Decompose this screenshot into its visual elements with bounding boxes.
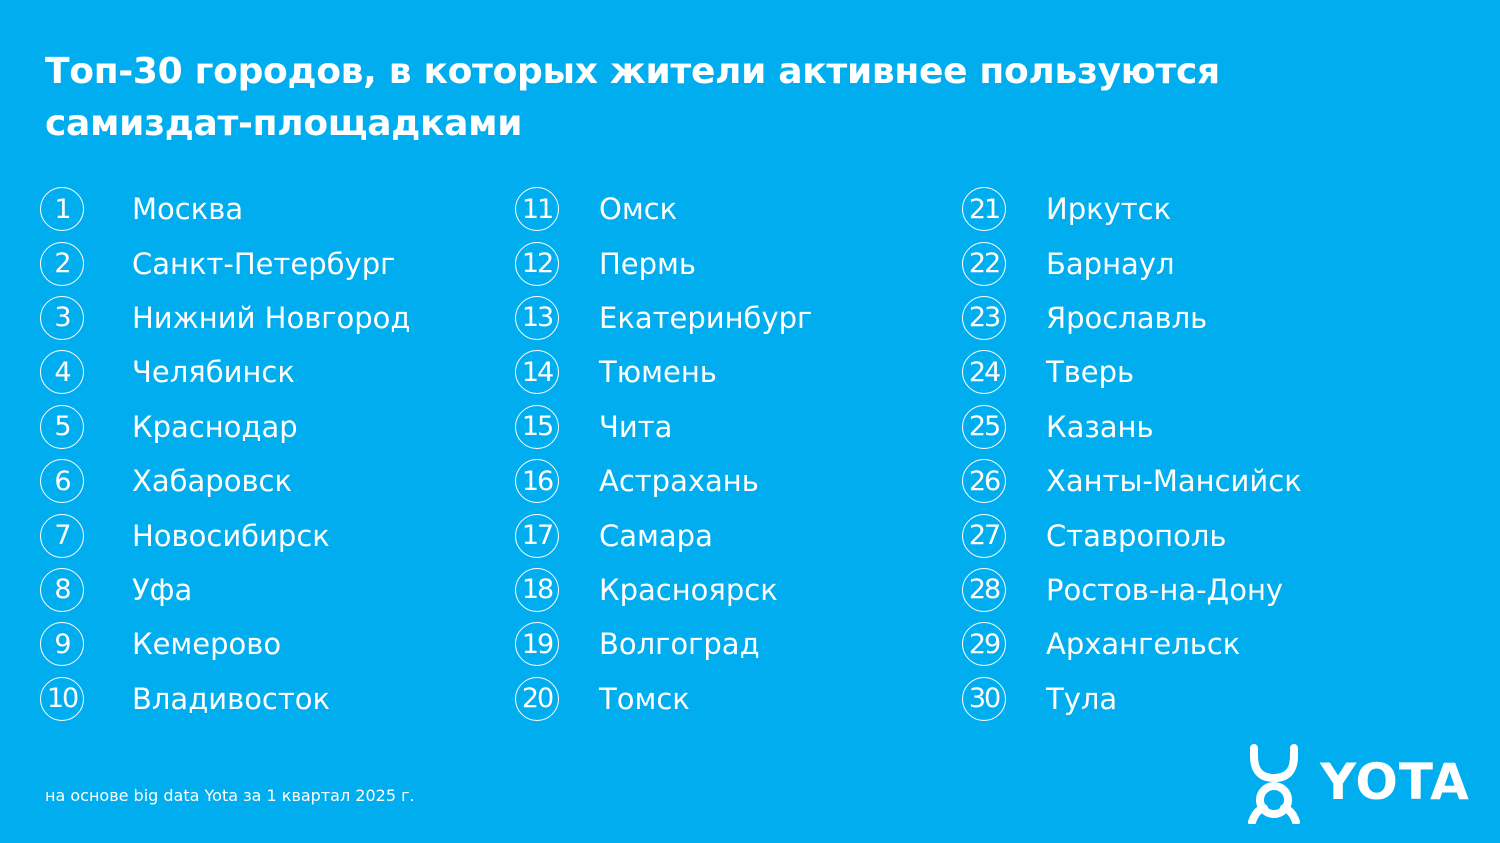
ranking-item: 25 Казань [962,400,1302,454]
rank-number-badge: 16 [515,459,559,504]
ranking-item: 9 Кемерово [40,617,410,671]
rank-number-badge: 24 [962,350,1006,395]
city-name: Тула [1046,681,1118,716]
city-name: Хабаровск [132,464,292,499]
ranking-item: 27 Ставрополь [962,508,1302,562]
rank-number-badge: 10 [40,676,84,721]
ranking-item: 7 Новосибирск [40,508,410,562]
rank-number-badge: 22 [962,241,1006,286]
city-name: Челябинск [132,355,295,390]
city-name: Астрахань [599,464,759,499]
city-name: Ставрополь [1046,518,1227,553]
ranking-item: 28 Ростов-на-Дону [962,563,1302,617]
city-name: Уфа [132,572,193,607]
city-name: Иркутск [1046,192,1172,227]
yota-logo: YOTA [1246,744,1470,824]
ranking-item: 19 Волгоград [515,617,812,671]
rank-number-badge: 7 [40,513,84,558]
city-name: Барнаул [1046,246,1175,281]
rank-number-badge: 13 [515,295,559,340]
ranking-item: 15 Чита [515,400,812,454]
city-name: Казань [1046,409,1154,444]
city-name: Екатеринбург [599,300,813,335]
rank-number-badge: 6 [40,459,84,504]
rank-number-badge: 2 [40,241,84,286]
city-name: Волгоград [599,627,760,662]
rank-number-badge: 1 [40,187,84,232]
logo-wordmark: YOTA [1320,753,1470,811]
rank-number-badge: 14 [515,350,559,395]
ranking-item: 24 Тверь [962,345,1302,399]
rank-number-badge: 30 [962,676,1006,721]
rank-number-badge: 17 [515,513,559,558]
ranking-item: 13 Екатеринбург [515,291,812,345]
city-name: Санкт-Петербург [132,246,396,281]
city-name: Москва [132,192,244,227]
ranking-item: 20 Томск [515,672,812,726]
rank-number-badge: 15 [515,404,559,449]
city-name: Чита [599,409,673,444]
ranking-item: 11 Омск [515,182,812,236]
source-footnote: на основе big data Yota за 1 квартал 202… [45,786,415,805]
city-name: Ростов-на-Дону [1046,572,1284,607]
city-name: Тюмень [599,355,717,390]
ranking-item: 16 Астрахань [515,454,812,508]
yota-logo-icon [1248,744,1300,824]
ranking-item: 29 Архангельск [962,617,1302,671]
city-name: Пермь [599,246,697,281]
city-name: Томск [599,681,690,716]
rank-number-badge: 20 [515,676,559,721]
city-name: Краснодар [132,409,298,444]
city-name: Красноярск [599,572,778,607]
ranking-item: 23 Ярославль [962,291,1302,345]
ranking-item: 6 Хабаровск [40,454,410,508]
city-name: Кемерово [132,627,282,662]
rank-number-badge: 18 [515,567,559,612]
city-name: Тверь [1046,355,1135,390]
ranking-item: 3 Нижний Новгород [40,291,410,345]
rank-number-badge: 29 [962,622,1006,667]
ranking-item: 14 Тюмень [515,345,812,399]
ranking-item: 17 Самара [515,508,812,562]
city-name: Ханты-Мансийск [1046,464,1302,499]
ranking-column-3: 21 Иркутск 22 Барнаул 23 Ярославль 24 Тверь … [962,182,1302,726]
ranking-item: 18 Красноярск [515,563,812,617]
rank-number-badge: 4 [40,350,84,395]
city-name: Омск [599,192,678,227]
city-name: Самара [599,518,713,553]
rank-number-badge: 23 [962,295,1006,340]
ranking-item: 5 Краснодар [40,400,410,454]
rank-number-badge: 3 [40,295,84,340]
rank-number-badge: 19 [515,622,559,667]
city-name: Ярославль [1046,300,1208,335]
ranking-item: 21 Иркутск [962,182,1302,236]
rank-number-badge: 27 [962,513,1006,558]
rank-number-badge: 12 [515,241,559,286]
ranking-item: 10 Владивосток [40,672,410,726]
rank-number-badge: 21 [962,187,1006,232]
rank-number-badge: 28 [962,567,1006,612]
ranking-item: 2 Санкт-Петербург [40,236,410,290]
ranking-item: 26 Ханты-Мансийск [962,454,1302,508]
rank-number-badge: 11 [515,187,559,232]
ranking-item: 22 Барнаул [962,236,1302,290]
rank-number-badge: 8 [40,567,84,612]
ranking-column-2: 11 Омск 12 Пермь 13 Екатеринбург 14 Тюмень 1… [515,182,812,726]
ranking-item: 4 Челябинск [40,345,410,399]
rank-number-badge: 9 [40,622,84,667]
city-name: Нижний Новгород [132,300,411,335]
ranking-item: 30 Тула [962,672,1302,726]
ranking-item: 12 Пермь [515,236,812,290]
page-title: Топ-30 городов, в которых жители активне… [45,51,1220,144]
rank-number-badge: 25 [962,404,1006,449]
city-name: Владивосток [132,681,331,716]
rank-number-badge: 5 [40,404,84,449]
city-name: Новосибирск [132,518,330,553]
city-name: Архангельск [1046,627,1241,662]
ranking-column-1: 1 Москва 2 Санкт-Петербург 3 Нижний Новгоро… [40,182,410,726]
ranking-item: 1 Москва [40,182,410,236]
ranking-item: 8 Уфа [40,563,410,617]
rank-number-badge: 26 [962,459,1006,504]
